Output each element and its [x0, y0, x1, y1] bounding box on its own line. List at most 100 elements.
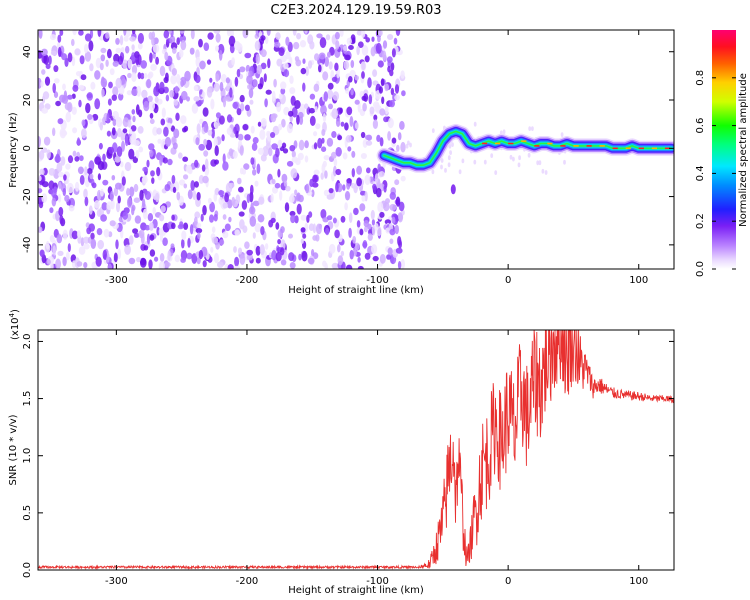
- spectrogram-y-axis-label: Frequency (Hz): [8, 112, 19, 188]
- noise-blob: [375, 42, 382, 54]
- noise-blob: [106, 201, 113, 211]
- noise-blob: [364, 252, 371, 260]
- noise-blob: [146, 78, 152, 89]
- noise-blob: [322, 113, 327, 122]
- noise-blob: [184, 70, 191, 82]
- noise-blob: [66, 182, 74, 194]
- noise-blob: [79, 175, 85, 185]
- noise-blob: [41, 107, 48, 114]
- noise-blob: [154, 96, 159, 103]
- noise-blob: [94, 98, 101, 110]
- noise-blob: [260, 35, 266, 41]
- noise-blob: [189, 224, 194, 235]
- noise-blob: [298, 111, 304, 119]
- noise-blob: [298, 253, 302, 261]
- noise-blob: [58, 181, 62, 190]
- noise-blob: [228, 35, 236, 47]
- noise-blob: [137, 125, 144, 134]
- noise-blob: [55, 100, 61, 107]
- noise-blob: [112, 110, 119, 120]
- noise-blob: [387, 247, 393, 256]
- noise-blob: [129, 134, 136, 145]
- noise-blob: [400, 259, 405, 269]
- noise-blob: [52, 245, 56, 256]
- noise-blob: [332, 91, 340, 101]
- noise-blob: [127, 72, 132, 79]
- noise-blob: [232, 150, 238, 159]
- noise-blob: [88, 40, 94, 52]
- noise-blob: [299, 40, 307, 48]
- noise-blob: [164, 184, 171, 192]
- noise-blob: [344, 54, 351, 61]
- spectrogram-signal-trace: [376, 123, 674, 173]
- noise-blob: [194, 159, 199, 168]
- noise-blob: [78, 84, 85, 90]
- noise-blob: [394, 84, 400, 94]
- noise-blob: [325, 227, 330, 236]
- noise-blob: [46, 259, 51, 265]
- noise-blob: [103, 228, 110, 238]
- noise-blob: [389, 191, 396, 200]
- noise-blob: [293, 41, 300, 50]
- noise-blob: [41, 69, 46, 75]
- noise-blob: [343, 60, 350, 70]
- noise-blob: [129, 186, 135, 197]
- x-tick-label: -300: [105, 275, 128, 286]
- noise-blob: [323, 189, 329, 197]
- noise-blob: [149, 249, 156, 257]
- noise-blob: [447, 162, 451, 168]
- noise-blob: [449, 150, 452, 156]
- spectrogram-noise: [38, 30, 574, 269]
- noise-blob: [74, 181, 80, 192]
- noise-blob: [335, 40, 340, 50]
- noise-blob: [178, 49, 184, 58]
- noise-blob: [377, 35, 381, 43]
- noise-blob: [99, 121, 104, 131]
- noise-blob: [183, 183, 188, 189]
- noise-blob: [395, 247, 403, 254]
- noise-blob: [354, 75, 359, 81]
- noise-blob: [215, 45, 219, 52]
- noise-blob: [332, 217, 337, 224]
- noise-blob: [379, 211, 385, 218]
- noise-blob: [115, 77, 122, 89]
- noise-blob: [239, 219, 245, 230]
- noise-blob: [266, 30, 271, 36]
- noise-blob: [318, 64, 322, 73]
- noise-blob: [190, 180, 195, 191]
- noise-blob: [125, 45, 130, 54]
- noise-blob: [181, 230, 187, 241]
- noise-blob: [111, 94, 118, 101]
- noise-blob: [431, 169, 435, 175]
- noise-blob: [173, 99, 179, 106]
- noise-blob: [84, 51, 92, 62]
- noise-blob: [236, 68, 241, 78]
- noise-blob: [126, 90, 133, 96]
- noise-blob: [144, 191, 151, 200]
- noise-blob: [356, 177, 362, 187]
- noise-blob: [389, 69, 394, 77]
- noise-blob: [283, 106, 290, 116]
- noise-blob: [152, 191, 156, 197]
- noise-blob: [131, 72, 137, 82]
- noise-blob: [360, 131, 366, 139]
- x-tick-label: -100: [366, 275, 389, 286]
- noise-blob: [38, 30, 43, 39]
- noise-blob: [315, 123, 321, 130]
- noise-blob: [215, 73, 220, 82]
- noise-blob: [367, 77, 372, 89]
- noise-blob: [369, 106, 375, 115]
- noise-blob: [207, 197, 212, 204]
- noise-blob: [221, 73, 227, 83]
- noise-blob: [197, 232, 201, 240]
- noise-blob: [440, 158, 444, 163]
- noise-blob: [140, 60, 147, 69]
- noise-blob: [502, 129, 506, 135]
- noise-blob: [153, 86, 160, 97]
- noise-blob: [109, 68, 115, 76]
- noise-blob: [101, 88, 105, 98]
- noise-blob: [209, 214, 214, 223]
- noise-blob: [285, 185, 291, 192]
- noise-blob: [196, 191, 201, 201]
